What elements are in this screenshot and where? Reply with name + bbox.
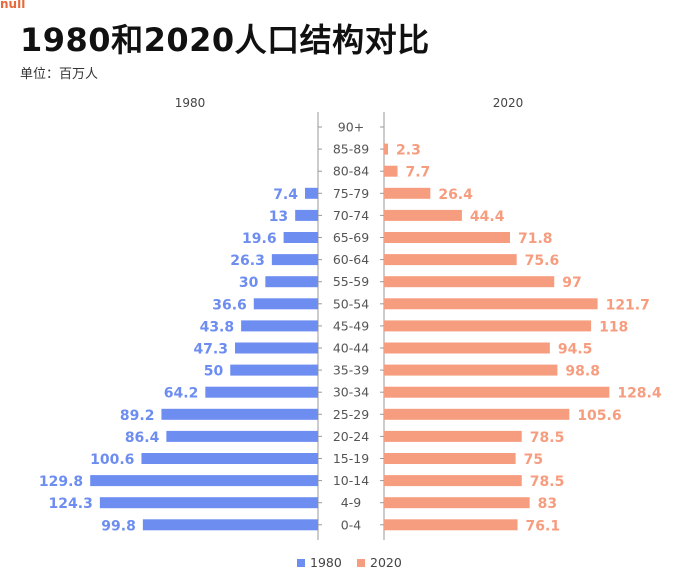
age-group-label: 80-84 bbox=[333, 164, 369, 179]
data-label-2020: 118 bbox=[599, 319, 628, 335]
chart-title: 1980和2020人口结构对比 bbox=[20, 21, 430, 59]
bar-1980 bbox=[253, 298, 318, 310]
data-label-1980: 36.6 bbox=[212, 297, 247, 313]
bar-1980 bbox=[234, 342, 318, 354]
data-label-2020: 78.5 bbox=[530, 430, 565, 446]
age-group-label: 15-19 bbox=[333, 451, 369, 466]
age-group-label: 65-69 bbox=[333, 230, 369, 245]
bar-1980 bbox=[205, 386, 318, 398]
data-label-2020: 128.4 bbox=[617, 386, 662, 402]
bar-1980 bbox=[271, 254, 318, 266]
age-group-label: 30-34 bbox=[333, 385, 369, 400]
data-label-1980: 19.6 bbox=[242, 231, 277, 247]
data-label-2020: 71.8 bbox=[518, 231, 553, 247]
unit-label: 单位：百万人 bbox=[20, 67, 99, 82]
data-label-2020: 94.5 bbox=[558, 342, 593, 358]
bar-2020 bbox=[384, 364, 558, 376]
bar-2020 bbox=[384, 165, 398, 177]
bar-2020 bbox=[384, 209, 462, 221]
data-label-1980: 47.3 bbox=[193, 342, 228, 358]
data-label-1980: 86.4 bbox=[125, 430, 160, 446]
bar-1980 bbox=[166, 430, 318, 442]
legend-swatch-2020 bbox=[357, 559, 365, 567]
age-group-label: 25-29 bbox=[333, 407, 369, 422]
bar-2020 bbox=[384, 276, 555, 288]
data-label-1980: 13 bbox=[269, 209, 288, 225]
data-label-2020: 75.6 bbox=[525, 253, 560, 269]
legend-label-2020: 2020 bbox=[370, 555, 402, 570]
age-group-label: 50-54 bbox=[333, 296, 369, 311]
data-label-1980: 99.8 bbox=[101, 518, 136, 534]
data-label-2020: 105.6 bbox=[577, 408, 621, 424]
bar-1980 bbox=[265, 276, 318, 288]
bar-1980 bbox=[283, 232, 318, 243]
age-group-label: 40-44 bbox=[333, 341, 369, 356]
bar-2020 bbox=[384, 430, 522, 442]
age-group-label: 45-49 bbox=[333, 318, 369, 333]
legend-label-1980: 1980 bbox=[310, 555, 342, 570]
data-label-1980: 89.2 bbox=[120, 408, 155, 424]
bar-2020 bbox=[384, 320, 592, 332]
age-group-label: 20-24 bbox=[333, 429, 369, 444]
age-group-label: 55-59 bbox=[333, 274, 369, 289]
data-label-1980: 50 bbox=[204, 364, 224, 380]
age-group-label: 10-14 bbox=[333, 473, 369, 488]
bar-1980 bbox=[161, 408, 318, 420]
bar-2020 bbox=[384, 298, 598, 310]
bar-2020 bbox=[384, 232, 511, 243]
bar-1980 bbox=[295, 209, 318, 221]
age-group-label: 90+ bbox=[338, 120, 364, 135]
right-series-header: 2020 bbox=[493, 96, 524, 110]
data-label-2020: 121.7 bbox=[606, 297, 650, 313]
age-group-label: 0-4 bbox=[341, 517, 361, 532]
data-label-2020: 2.3 bbox=[396, 143, 421, 159]
bar-1980 bbox=[141, 453, 318, 464]
bar-2020 bbox=[384, 408, 570, 420]
data-label-1980: 26.3 bbox=[230, 253, 265, 269]
corner-mark: null bbox=[0, 0, 26, 11]
data-label-2020: 76.1 bbox=[526, 518, 561, 534]
data-label-1980: 124.3 bbox=[49, 496, 93, 512]
left-series-header: 1980 bbox=[175, 96, 206, 110]
data-label-2020: 98.8 bbox=[565, 364, 600, 380]
bar-2020 bbox=[384, 254, 517, 266]
bar-2020 bbox=[384, 475, 522, 487]
data-label-2020: 26.4 bbox=[438, 187, 473, 203]
age-group-label: 70-74 bbox=[333, 208, 369, 223]
age-group-label: 4-9 bbox=[341, 495, 361, 510]
age-group-label: 35-39 bbox=[333, 363, 369, 378]
data-label-1980: 43.8 bbox=[200, 319, 235, 335]
bar-2020 bbox=[384, 187, 431, 199]
bar-1980 bbox=[90, 475, 319, 487]
age-group-label: 75-79 bbox=[333, 186, 369, 201]
bar-1980 bbox=[305, 187, 318, 199]
data-label-2020: 97 bbox=[562, 275, 581, 291]
data-label-2020: 75 bbox=[524, 452, 543, 468]
age-group-label: 60-64 bbox=[333, 252, 369, 267]
bar-2020 bbox=[384, 143, 389, 155]
data-label-2020: 44.4 bbox=[470, 209, 505, 225]
bar-1980 bbox=[230, 364, 318, 376]
bar-2020 bbox=[384, 519, 518, 531]
bar-2020 bbox=[384, 386, 610, 398]
bar-1980 bbox=[241, 320, 318, 332]
legend-swatch-1980 bbox=[297, 559, 305, 567]
data-label-2020: 78.5 bbox=[530, 474, 565, 490]
data-label-1980: 64.2 bbox=[164, 386, 199, 402]
bar-2020 bbox=[384, 342, 550, 354]
data-label-2020: 83 bbox=[538, 496, 557, 512]
bar-2020 bbox=[384, 497, 530, 509]
bar-2020 bbox=[384, 453, 516, 464]
bar-1980 bbox=[142, 519, 318, 531]
data-label-2020: 7.7 bbox=[406, 165, 431, 181]
data-label-1980: 129.8 bbox=[39, 474, 83, 490]
data-label-1980: 30 bbox=[239, 275, 259, 291]
data-label-1980: 100.6 bbox=[90, 452, 134, 468]
age-group-label: 85-89 bbox=[333, 142, 369, 157]
data-label-1980: 7.4 bbox=[273, 187, 298, 203]
bar-1980 bbox=[99, 497, 318, 509]
